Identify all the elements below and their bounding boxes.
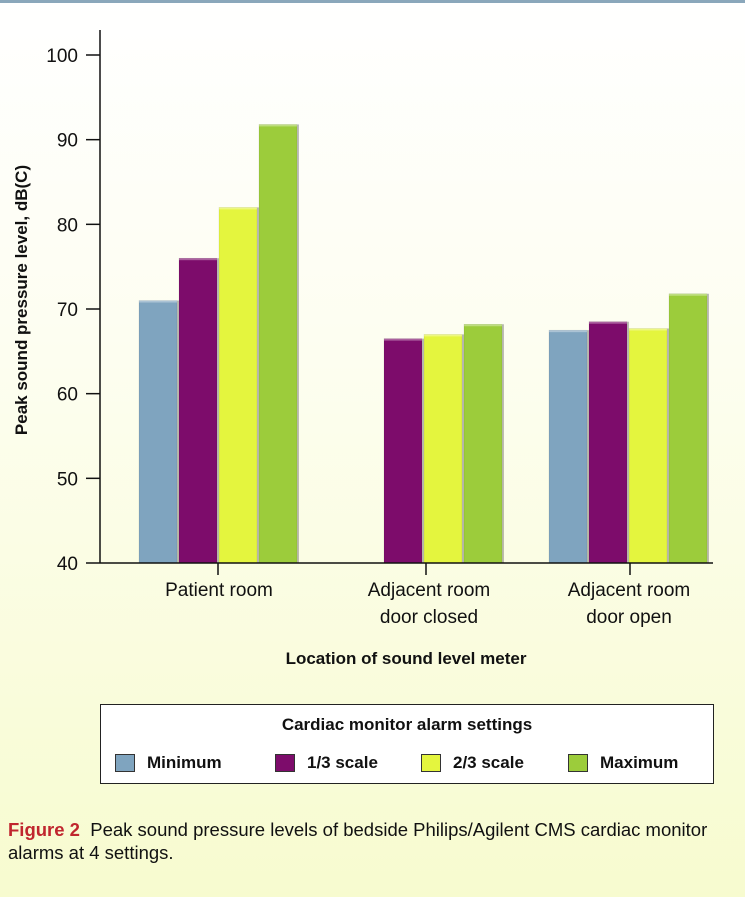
legend-label-maximum: Maximum	[600, 753, 679, 772]
legend-label-two-thirds-scale: 2/3 scale	[453, 753, 524, 772]
bar	[463, 323, 503, 564]
bar-shadow	[217, 258, 219, 563]
bar	[588, 321, 628, 564]
legend-title: Cardiac monitor alarm settings	[281, 715, 533, 734]
bar-highlight	[424, 334, 462, 337]
legend-item-minimum: Minimum	[115, 753, 222, 773]
x-category-label: Adjacent room	[568, 580, 691, 601]
y-tick-label: 50	[57, 469, 78, 490]
bar-shadow	[587, 330, 589, 563]
legend-item-maximum: Maximum	[568, 753, 678, 773]
bar-shadow	[257, 207, 259, 563]
bar-shadow	[422, 338, 424, 563]
bar	[138, 300, 178, 564]
y-tick-label: 40	[57, 554, 78, 575]
bar	[548, 329, 588, 564]
bar	[628, 328, 668, 564]
y-tick-label: 70	[57, 300, 78, 321]
bar-shadow	[707, 293, 709, 563]
figure-caption-text: Peak sound pressure levels of bedside Ph…	[8, 819, 708, 863]
y-tick-label: 100	[46, 46, 78, 67]
bar-shadow	[502, 324, 504, 563]
bar	[383, 338, 423, 564]
bar	[178, 257, 218, 564]
legend-swatch-one-third-scale	[275, 754, 295, 772]
bar	[668, 293, 708, 564]
x-category-label: door closed	[380, 607, 478, 628]
bar-highlight	[179, 258, 217, 261]
figure-caption: Figure 2 Peak sound pressure levels of b…	[8, 818, 728, 864]
bar-highlight	[259, 124, 297, 127]
bar-shadow	[627, 321, 629, 563]
legend-label-minimum: Minimum	[147, 753, 222, 772]
bar-highlight	[549, 330, 587, 333]
bar	[423, 334, 463, 564]
bar-highlight	[219, 207, 257, 210]
y-tick-label: 80	[57, 215, 78, 236]
bar	[258, 124, 298, 564]
legend-item-two-thirds-scale: 2/3 scale	[421, 753, 524, 773]
legend-swatch-maximum	[568, 754, 588, 772]
legend-item-one-third-scale: 1/3 scale	[275, 753, 378, 773]
bar-chart: 40 50 60 70 80 90 100 Patient room Adjacent room…	[12, 30, 713, 668]
legend-swatch-two-thirds-scale	[421, 754, 441, 772]
bar-highlight	[589, 321, 627, 324]
bar-highlight	[139, 300, 177, 303]
y-tick-label: 90	[57, 131, 78, 152]
legend: Cardiac monitor alarm settings Minimum 1…	[100, 704, 714, 784]
y-tick-label: 60	[57, 385, 78, 406]
bar-shadow	[667, 328, 669, 563]
figure-label: Figure 2	[8, 819, 80, 840]
x-axis-title: Location of sound level meter	[286, 649, 527, 668]
y-axis-title: Peak sound pressure level, dB(C)	[12, 165, 31, 435]
bar-shadow	[177, 300, 179, 563]
bar-shadow	[297, 124, 299, 563]
bar-highlight	[384, 338, 422, 341]
x-category-label: Patient room	[165, 580, 273, 601]
legend-swatch-minimum	[115, 754, 135, 772]
bar-shadow	[462, 334, 464, 563]
x-category-label: Adjacent room	[368, 580, 491, 601]
x-category-label: door open	[586, 607, 672, 628]
bar-highlight	[464, 324, 502, 327]
bar-highlight	[669, 293, 707, 296]
bar	[218, 207, 258, 564]
bar-highlight	[629, 328, 667, 331]
legend-label-one-third-scale: 1/3 scale	[307, 753, 378, 772]
top-rule	[0, 0, 745, 3]
